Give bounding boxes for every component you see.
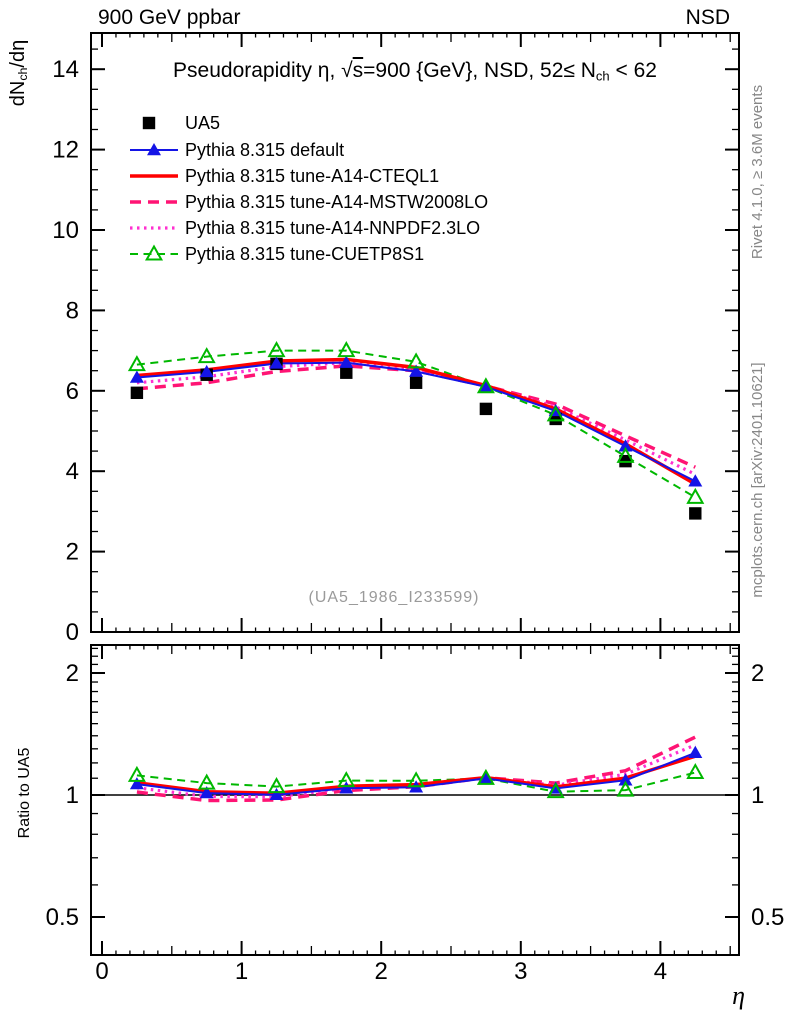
legend-item-label: Pythia 8.315 tune-CUETP8S1 xyxy=(185,243,425,264)
sqrt-argument: s xyxy=(352,59,364,82)
svg-text:3: 3 xyxy=(514,958,527,985)
svg-text:1: 1 xyxy=(751,782,764,809)
svg-text:2: 2 xyxy=(66,660,79,687)
svg-text:1: 1 xyxy=(66,782,79,809)
legend-item-label: Pythia 8.315 tune-A14-MSTW2008LO xyxy=(185,191,489,212)
y-axis-label-main: dNch/dη xyxy=(7,39,31,107)
mcplots-arxiv-note: mcplots.cern.ch [arXiv:2401.10621] xyxy=(749,362,766,598)
legend-item-label: Pythia 8.315 default xyxy=(185,139,345,160)
title-suffix: < 62 xyxy=(609,59,657,82)
legend-item: UA5 xyxy=(128,110,220,136)
legend-item: Pythia 8.315 tune-A14-CTEQL1 xyxy=(128,163,439,189)
svg-text:12: 12 xyxy=(52,137,79,164)
svg-text:2: 2 xyxy=(751,660,764,687)
legend-marker-dotted xyxy=(130,226,178,230)
sqrt-symbol: √ xyxy=(341,59,353,82)
mc-curves xyxy=(136,349,697,803)
mc-markers xyxy=(127,341,705,801)
title-subscript: ch xyxy=(595,68,610,84)
title-mid: =900 {GeV}, NSD, 52≤ N xyxy=(363,59,596,82)
y-axis-label-ratio: Ratio to UA5 xyxy=(16,747,33,839)
svg-text:0: 0 xyxy=(95,958,108,985)
svg-text:4: 4 xyxy=(654,958,667,985)
header-event-class: NSD xyxy=(685,6,730,29)
svg-text:4: 4 xyxy=(66,458,79,485)
axis-ticks xyxy=(91,33,739,955)
legend-item: Pythia 8.315 tune-A14-MSTW2008LO xyxy=(128,189,488,215)
x-axis-label-eta: η xyxy=(732,981,745,1010)
header-beam-energy: 900 GeV ppbar xyxy=(98,6,241,29)
legend-item: Pythia 8.315 default xyxy=(128,137,344,163)
rivet-version-note: Rivet 4.1.0, ≥ 3.6M events xyxy=(749,84,766,260)
legend-marker-filled-triangle xyxy=(130,143,178,156)
main-panel-frame xyxy=(90,32,740,633)
legend-item-label: Pythia 8.315 tune-A14-NNPDF2.3LO xyxy=(185,217,481,238)
legend-marker-filled-square xyxy=(142,116,156,130)
analysis-id-watermark: (UA5_1986_I233599) xyxy=(308,589,480,606)
svg-text:10: 10 xyxy=(52,217,79,244)
plot-title: Pseudorapidity η, √s=900 {GeV}, NSD, 52≤… xyxy=(91,59,739,83)
title-prefix: Pseudorapidity η, xyxy=(173,59,342,82)
legend-marker-dashed xyxy=(130,200,178,204)
legend-marker-open-triangle xyxy=(130,244,178,261)
svg-text:1: 1 xyxy=(235,958,248,985)
legend-item-label: UA5 xyxy=(185,112,221,133)
legend-item: Pythia 8.315 tune-CUETP8S1 xyxy=(128,241,424,267)
legend-marker-solid xyxy=(130,174,178,178)
legend-item: Pythia 8.315 tune-A14-NNPDF2.3LO xyxy=(128,215,480,241)
svg-text:14: 14 xyxy=(52,56,79,83)
svg-text:8: 8 xyxy=(66,297,79,324)
svg-text:0.5: 0.5 xyxy=(46,904,79,931)
svg-text:0.5: 0.5 xyxy=(751,904,784,931)
svg-text:6: 6 xyxy=(66,378,79,405)
svg-text:0: 0 xyxy=(66,619,79,646)
svg-text:2: 2 xyxy=(375,958,388,985)
legend-item-label: Pythia 8.315 tune-A14-CTEQL1 xyxy=(185,165,440,186)
ratio-panel-frame xyxy=(90,644,740,956)
svg-text:2: 2 xyxy=(66,539,79,566)
